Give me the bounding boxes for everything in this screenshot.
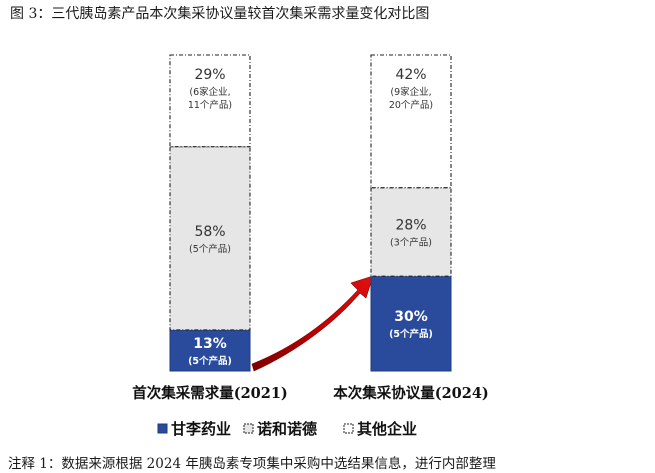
bar-segment-1-cat-1 xyxy=(169,329,251,372)
segment-sub-label: (6家企业, xyxy=(189,86,230,98)
segment-value-label: 28% xyxy=(395,217,426,233)
segment-sub-label: 20个产品) xyxy=(389,99,433,111)
chart-title: 图 3：三代胰岛素产品本次集采协议量较首次集采需求量变化对比图 xyxy=(10,6,430,22)
legend-swatch xyxy=(343,423,354,434)
segment-value-label: 29% xyxy=(194,67,225,83)
bar-segment-3-cat-2 xyxy=(370,54,452,189)
segment-value-label: 30% xyxy=(394,309,428,325)
segment-value-label: 42% xyxy=(395,67,426,83)
legend-label: 诺和诺德 xyxy=(257,420,317,438)
legend-swatch xyxy=(243,423,254,434)
segment-sub-label: (3个产品) xyxy=(390,236,432,248)
bar-segment-3-cat-1 xyxy=(169,54,251,148)
segment-sub-label: (5个产品) xyxy=(188,355,232,367)
segment-sub-label: (9家企业, xyxy=(390,86,431,98)
bar-segment-1-cat-2 xyxy=(370,275,452,372)
legend-label: 其他企业 xyxy=(357,420,417,438)
category-label: 首次集采需求量(2021) xyxy=(132,384,288,402)
increase-arrow xyxy=(251,275,374,372)
legend-swatch xyxy=(157,423,168,434)
segment-value-label: 13% xyxy=(193,336,227,352)
segment-value-label: 58% xyxy=(194,224,225,240)
bar-segment-2-cat-1 xyxy=(169,146,251,331)
segment-sub-label: 11个产品) xyxy=(188,99,232,111)
category-label: 本次集采协议量(2024) xyxy=(333,384,489,402)
legend-label: 甘李药业 xyxy=(171,420,231,438)
footnote: 注释 1：数据来源根据 2024 年胰岛素专项集中采购中选结果信息，进行内部整理 xyxy=(8,456,496,472)
segment-sub-label: (5个产品) xyxy=(389,328,433,340)
segment-sub-label: (5个产品) xyxy=(189,243,231,255)
